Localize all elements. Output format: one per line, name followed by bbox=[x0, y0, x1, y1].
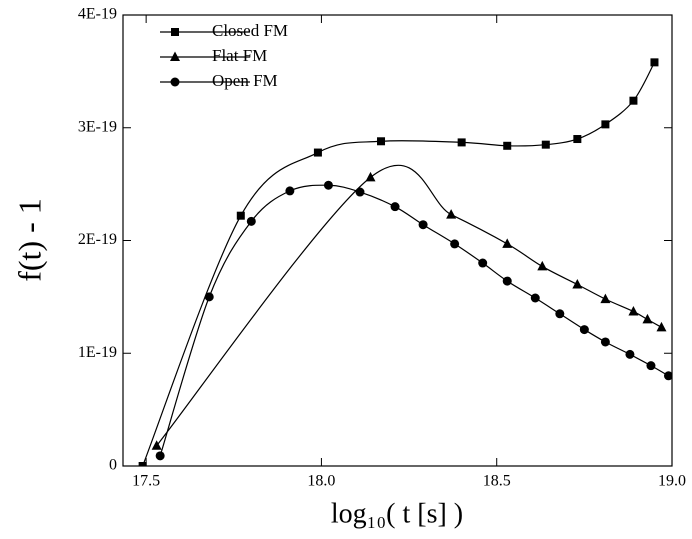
marker bbox=[323, 180, 333, 190]
series-line bbox=[159, 184, 669, 457]
marker bbox=[155, 451, 165, 461]
y-tick-label: 1E-19 bbox=[78, 344, 117, 361]
marker bbox=[625, 349, 635, 359]
marker bbox=[450, 239, 460, 249]
marker bbox=[629, 96, 638, 105]
marker bbox=[601, 120, 610, 129]
plot-frame bbox=[122, 14, 673, 467]
marker bbox=[313, 148, 322, 157]
legend-label: Open FM bbox=[212, 71, 278, 90]
marker bbox=[478, 258, 488, 268]
y-tick-label: 4E-19 bbox=[78, 6, 117, 23]
marker bbox=[246, 216, 256, 226]
marker bbox=[656, 321, 667, 332]
plot-area bbox=[138, 58, 672, 466]
y-tick-label: 3E-19 bbox=[78, 118, 117, 135]
marker bbox=[530, 293, 540, 303]
legend-marker bbox=[170, 51, 180, 61]
marker bbox=[457, 138, 466, 147]
marker bbox=[204, 292, 214, 302]
marker bbox=[377, 137, 386, 146]
x-tick-label: 17.5 bbox=[132, 473, 160, 490]
marker bbox=[579, 325, 589, 335]
y-tick-label: 0 bbox=[109, 457, 117, 474]
marker bbox=[418, 220, 428, 230]
legend-marker bbox=[170, 77, 180, 87]
marker bbox=[365, 171, 376, 182]
marker bbox=[600, 293, 611, 304]
marker bbox=[628, 306, 639, 316]
marker bbox=[285, 186, 295, 196]
series-line bbox=[156, 164, 662, 447]
marker bbox=[503, 141, 512, 150]
marker bbox=[502, 276, 512, 286]
y-tick-label: 2E-19 bbox=[78, 231, 117, 248]
legend-label: Closed FM bbox=[212, 21, 288, 40]
series-line bbox=[142, 62, 655, 466]
marker bbox=[446, 209, 457, 219]
x-tick-label: 18.5 bbox=[483, 473, 511, 490]
x-tick-label: 18.0 bbox=[307, 473, 335, 490]
marker bbox=[650, 58, 659, 67]
marker bbox=[151, 440, 162, 450]
marker bbox=[355, 187, 365, 197]
marker bbox=[572, 278, 583, 289]
marker bbox=[390, 202, 400, 212]
y-axis-label: f(t) - 1 bbox=[11, 198, 47, 282]
legend-label: Flat FM bbox=[212, 46, 267, 65]
x-tick-label: 19.0 bbox=[658, 473, 686, 490]
marker bbox=[236, 211, 245, 220]
marker bbox=[541, 140, 550, 149]
marker bbox=[555, 309, 565, 319]
marker bbox=[502, 238, 513, 248]
marker bbox=[138, 462, 147, 466]
marker bbox=[663, 371, 672, 381]
marker bbox=[537, 260, 548, 271]
marker bbox=[646, 361, 656, 371]
x-axis-label: log₁₀( t [s] ) bbox=[331, 498, 463, 529]
marker bbox=[573, 135, 582, 144]
marker bbox=[600, 337, 610, 347]
legend-marker bbox=[171, 28, 179, 36]
marker bbox=[642, 313, 653, 324]
